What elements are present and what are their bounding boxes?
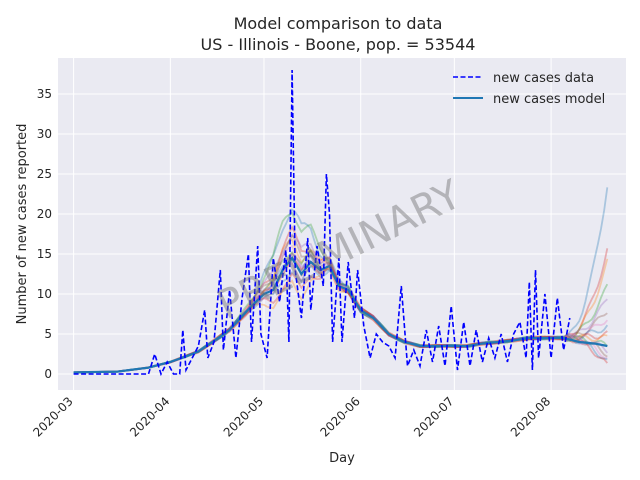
x-tick-label: 2020-07	[411, 394, 456, 439]
y-tick-label: 5	[44, 327, 52, 341]
series-layer	[73, 69, 608, 377]
y-tick-label: 35	[37, 87, 52, 101]
y-axis-label: Number of new cases reported	[15, 124, 30, 325]
legend-model-label: new cases model	[493, 92, 605, 107]
y-tick-label: 10	[37, 287, 52, 301]
y-tick-label: 15	[37, 247, 52, 261]
x-tick-label: 2020-06	[317, 394, 362, 439]
grid	[58, 58, 626, 390]
legend-data-label: new cases data	[493, 71, 594, 86]
legend: new cases data new cases model	[453, 71, 605, 107]
x-tick-label: 2020-03	[30, 394, 75, 439]
y-tick-label: 25	[37, 167, 52, 181]
chart-title-line2: US - Illinois - Boone, pop. = 53544	[201, 35, 476, 54]
y-tick-label: 20	[37, 207, 52, 221]
x-axis-label: Day	[329, 451, 355, 466]
y-tick-label: 0	[44, 367, 52, 381]
series-line-data	[73, 69, 571, 377]
y-axis-ticks: 0 5 10 15 20 25 30 35	[37, 87, 52, 381]
x-axis-ticks: 2020-03 2020-04 2020-05 2020-06 2020-07 2020-…	[30, 394, 553, 439]
chart-title-line1: Model comparison to data	[234, 14, 443, 33]
y-tick-label: 30	[37, 127, 52, 141]
x-tick-label: 2020-05	[221, 394, 266, 439]
x-tick-label: 2020-04	[127, 394, 172, 439]
x-tick-label: 2020-08	[508, 394, 553, 439]
